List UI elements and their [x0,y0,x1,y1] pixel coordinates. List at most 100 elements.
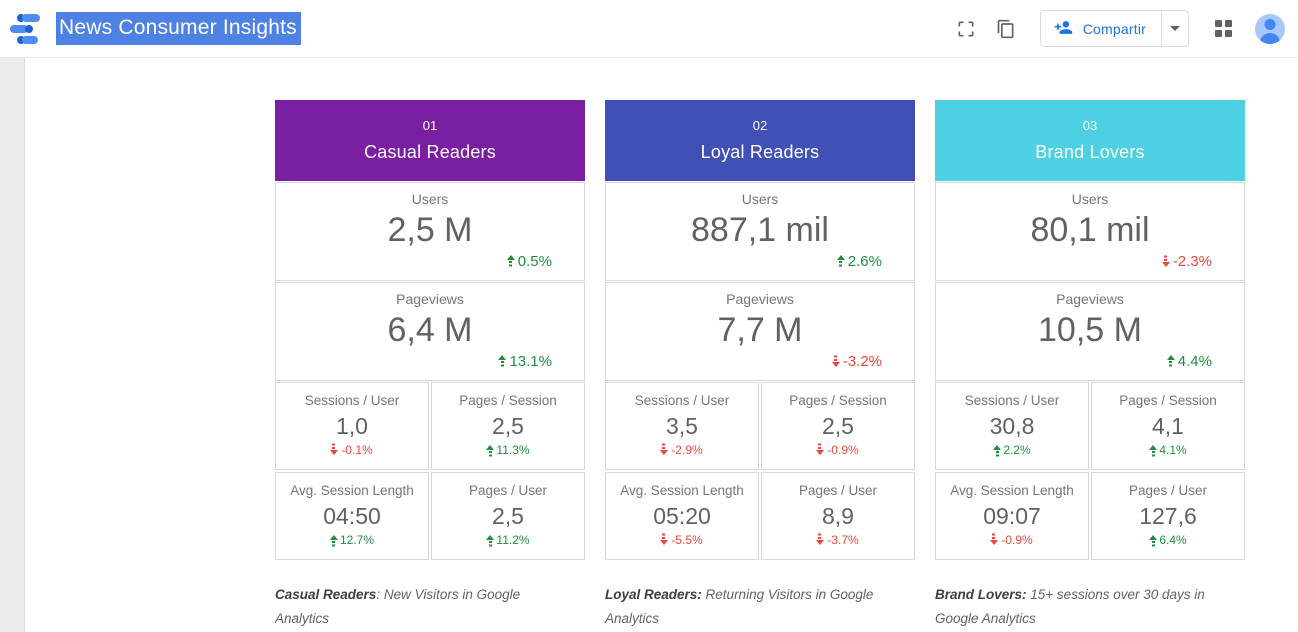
card-header: 03 Brand Lovers [935,100,1245,181]
user-avatar[interactable] [1255,13,1285,44]
report-pages-grid-button[interactable] [1215,20,1232,37]
metric-label: Pages / User [798,483,878,498]
metric-value: 3,5 [666,413,698,439]
footnote-term: Brand Lovers: [935,587,1027,602]
trend-arrow-icon [1149,445,1158,457]
sessions-per-user-tile: Sessions / User 30,8 2.2% [935,382,1089,470]
trend-value: 6.4% [1159,533,1187,547]
trend-value: 4.4% [1177,353,1212,370]
sessions-per-user-tile: Sessions / User 1,0 -0.1% [275,382,429,470]
trend-arrow-icon [991,535,998,545]
metric-label: Pages / User [468,483,548,498]
metric-value: 127,6 [1139,503,1197,529]
trend-arrow-icon [329,535,338,547]
trend-value: 11.3% [496,443,530,457]
footnote-description: 15+ sessions over 30 days in Google Anal… [935,587,1205,626]
trend-arrow-icon [331,445,338,455]
fullscreen-button[interactable] [946,9,986,49]
trend-indicator: -5.5% [606,533,758,548]
trend-arrow-icon [486,535,495,547]
card-header: 01 Casual Readers [275,100,585,181]
person-add-icon [1054,18,1073,40]
trend-value: -0.9% [1001,533,1033,547]
trend-arrow-icon [832,355,840,367]
metric-tiles: Sessions / User 30,8 2.2% Pages / Sessio… [935,382,1245,560]
trend-indicator: 2.6% [606,252,914,271]
metric-value: 30,8 [989,413,1035,439]
segment-cards-row: 01 Casual Readers Users 2,5 M 0.5% Pagev… [0,58,1298,631]
pages-per-session-tile: Pages / Session 2,5 11.3% [431,382,585,470]
pageviews-scorecard: Pageviews 6,4 M 13.1% [275,282,585,381]
metric-label: Pageviews [726,291,794,307]
footnote-description: : New Visitors in Google Analytics [275,587,521,626]
metric-label: Avg. Session Length [290,483,414,498]
pageviews-scorecard: Pageviews 7,7 M -3.2% [605,282,915,381]
metric-label: Users [411,191,449,207]
trend-indicator: 0.5% [276,252,584,271]
segment-column-brand-lovers: 03 Brand Lovers Users 80,1 mil -2.3% Pag… [935,100,1245,631]
card-number: 02 [752,118,768,133]
canvas-left-gutter [0,58,25,632]
trend-arrow-icon [506,255,515,267]
trend-value: -2.3% [1172,253,1212,270]
trend-value: -3.2% [842,353,882,370]
footnote-term: Loyal Readers: [605,587,702,602]
trend-arrow-icon [817,535,824,545]
pages-per-session-tile: Pages / Session 2,5 -0.9% [761,382,915,470]
metric-value: 09:07 [983,503,1041,529]
trend-value: -5.5% [671,533,703,547]
users-scorecard: Users 2,5 M 0.5% [275,182,585,281]
app-header: News Consumer Insights Compartir [0,0,1298,58]
avg-session-length-tile: Avg. Session Length 05:20 -5.5% [605,472,759,560]
metric-label: Pages / Session [1119,393,1217,408]
trend-value: 12.7% [339,533,375,547]
footnote-term: Casual Readers [275,587,377,602]
metric-value: 4,1 [1152,413,1184,439]
card-number: 01 [422,118,438,133]
card-name: Casual Readers [364,142,496,162]
trend-indicator: 4.1% [1092,443,1244,458]
trend-arrow-icon [836,255,845,267]
pages-per-user-tile: Pages / User 8,9 -3.7% [761,472,915,560]
trend-value: -0.9% [827,443,859,457]
metric-label: Pages / User [1128,483,1208,498]
metric-value: 6,4 M [387,311,473,349]
copy-report-button[interactable] [986,9,1026,49]
metric-label: Sessions / User [634,393,730,408]
header-actions: Compartir [946,9,1290,49]
metric-label: Sessions / User [304,393,400,408]
trend-indicator: -0.9% [936,533,1088,548]
trend-arrow-icon [661,445,668,455]
trend-arrow-icon [486,445,495,457]
report-title[interactable]: News Consumer Insights [56,12,301,45]
share-options-dropdown[interactable] [1161,11,1188,46]
metric-value: 80,1 mil [1030,211,1150,249]
copy-icon [996,19,1016,39]
segment-column-loyal-readers: 02 Loyal Readers Users 887,1 mil 2.6% Pa… [605,100,915,631]
share-button[interactable]: Compartir [1041,11,1161,46]
metric-label: Users [741,191,779,207]
trend-value: 4.1% [1159,443,1187,457]
looker-studio-logo-icon [10,13,46,45]
segment-footnote: Brand Lovers: 15+ sessions over 30 days … [935,583,1220,631]
metric-label: Pages / Session [789,393,887,408]
trend-arrow-icon [1166,355,1175,367]
trend-arrow-icon [1162,255,1170,267]
users-scorecard: Users 887,1 mil 2.6% [605,182,915,281]
segment-footnote: Casual Readers: New Visitors in Google A… [275,583,560,631]
trend-indicator: 11.3% [432,443,584,458]
fullscreen-icon [956,19,976,39]
metric-value: 2,5 M [387,211,473,249]
metric-value: 8,9 [822,503,854,529]
trend-indicator: -3.2% [606,352,914,371]
metric-label: Avg. Session Length [950,483,1074,498]
card-name: Brand Lovers [1035,142,1145,162]
share-button-label: Compartir [1082,20,1146,37]
metric-value: 2,5 [492,413,524,439]
trend-indicator: -0.1% [276,443,428,458]
metric-value: 887,1 mil [691,211,829,249]
trend-arrow-icon [817,445,824,455]
trend-indicator: -2.9% [606,443,758,458]
trend-arrow-icon [993,445,1002,457]
trend-value: 11.2% [496,533,530,547]
